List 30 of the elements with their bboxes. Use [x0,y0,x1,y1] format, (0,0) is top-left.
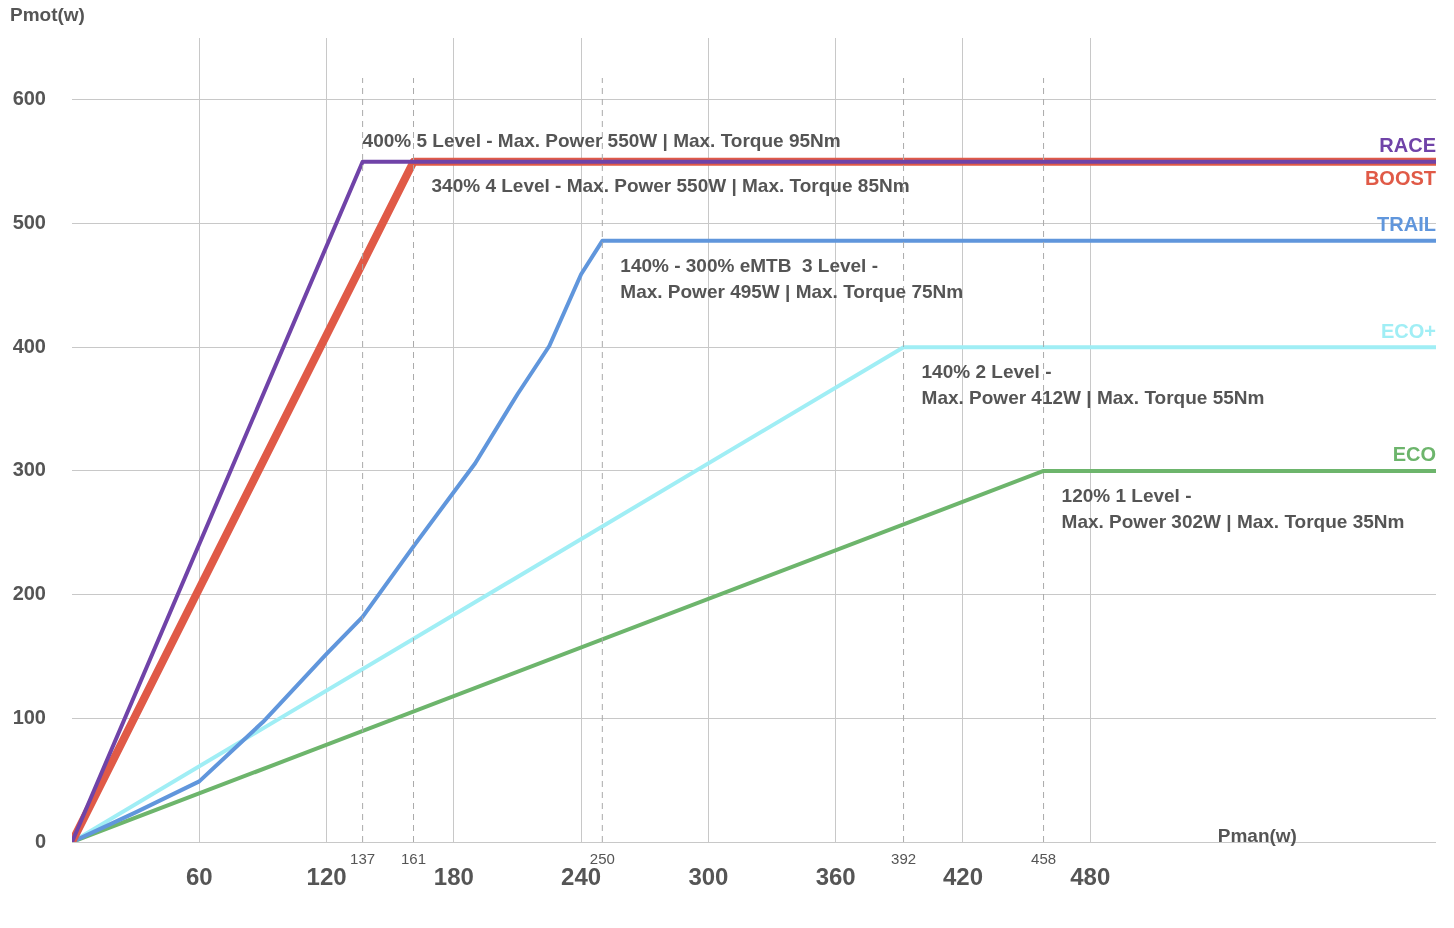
y-tick-label: 400 [12,334,46,357]
x-tick-label: 480 [1070,863,1111,891]
x-axis-title: Pman(w) [1217,824,1297,846]
annotation: 340% 4 Level - Max. Power 550W | Max. Torque 85Nm [431,175,910,197]
ref-line-label: 458 [1031,850,1057,868]
annotation: 400% 5 Level - Max. Power 550W | Max. Torque 95Nm [362,130,841,152]
y-tick-label: 200 [12,582,46,605]
ref-line-label: 137 [350,850,376,868]
series-label: ECO [1392,443,1436,466]
series-label: BOOST [1364,167,1436,190]
ref-line-label: 161 [401,850,427,868]
annotation: 140% - 300% eMTB 3 Level - Max. Power 495W | Max. Torque 75Nm [620,254,964,302]
y-tick-label: 0 [34,829,46,852]
x-tick-label: 120 [306,863,347,891]
x-tick-label: 420 [942,863,983,891]
y-axis-title: Pmot(w) [10,3,85,25]
annotation: 140% 2 Level - Max. Power 412W | Max. Torque 55Nm [921,360,1265,408]
y-tick-label: 600 [12,87,46,110]
x-tick-label: 360 [815,863,856,891]
y-tick-label: 300 [12,458,46,481]
ref-line-label: 392 [891,850,917,868]
series-label: ECO+ [1380,319,1436,342]
x-tick-label: 60 [185,863,213,891]
annotation: 120% 1 Level - Max. Power 302W | Max. Torque 35Nm [1061,484,1405,532]
series-label: RACE [1379,134,1436,157]
y-tick-label: 100 [12,705,46,728]
series-label: TRAIL [1377,213,1436,236]
y-tick-label: 500 [12,211,46,234]
x-tick-label: 300 [688,863,729,891]
x-tick-label: 180 [433,863,474,891]
